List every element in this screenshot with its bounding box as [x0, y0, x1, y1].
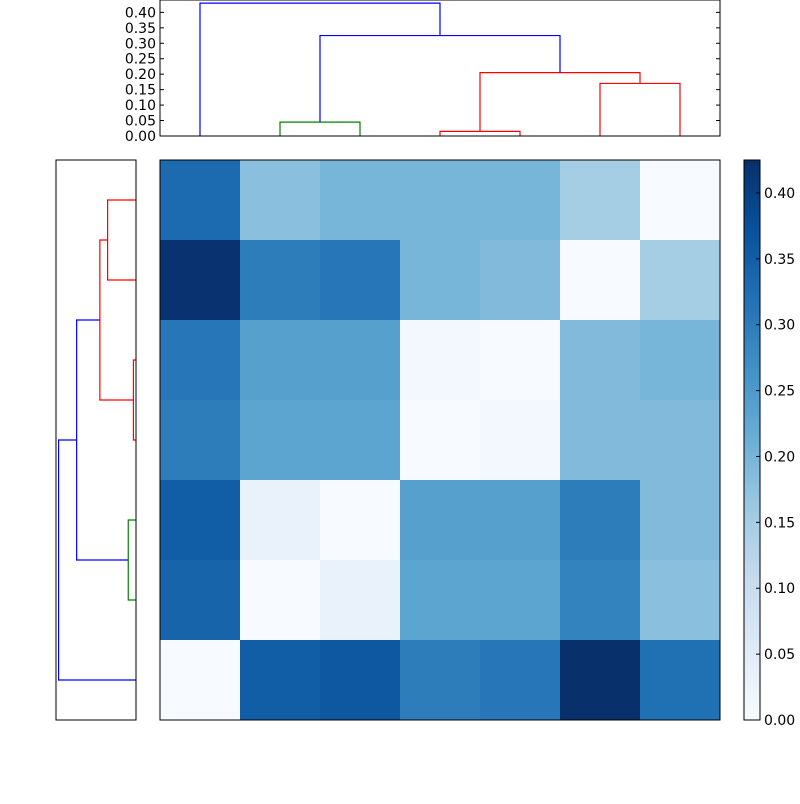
- heatmap-cell: [400, 560, 481, 641]
- top-ytick-label: 0.10: [125, 98, 156, 114]
- top-dendrogram-link: [599, 82, 681, 136]
- heatmap-cell: [160, 400, 241, 481]
- colorbar-tick-label: 0.30: [764, 318, 795, 334]
- left-dendrogram-link: [99, 239, 134, 401]
- colorbar-tick-label: 0.25: [764, 384, 795, 400]
- heatmap-cell: [160, 160, 241, 241]
- top-ytick-label: 0.20: [125, 67, 156, 83]
- top-ytick-label: 0.25: [125, 52, 156, 68]
- left-dendrogram-frame: [55, 159, 137, 721]
- colorbar-tick-label: 0.00: [764, 713, 795, 729]
- heatmap-cell: [480, 240, 561, 321]
- heatmap-cell: [400, 240, 481, 321]
- colorbar-tick-label: 0.35: [764, 252, 795, 268]
- colorbar-tick-label: 0.05: [764, 647, 795, 663]
- heatmap-cell: [160, 320, 241, 401]
- top-dendrogram-frame: [159, 0, 721, 137]
- heatmap-cell: [640, 240, 721, 321]
- heatmap-cell: [240, 320, 321, 401]
- top-dendrogram-link: [479, 72, 641, 132]
- heatmap-cell: [560, 160, 641, 241]
- heatmap-cell: [480, 160, 561, 241]
- top-ytick-label: 0.05: [125, 114, 156, 130]
- heatmap-cell: [240, 560, 321, 641]
- heatmap-cell: [560, 400, 641, 481]
- heatmap-cell: [320, 400, 401, 481]
- heatmap-cell: [640, 560, 721, 641]
- heatmap-cell: [640, 400, 721, 481]
- heatmap-cell: [400, 160, 481, 241]
- top-dendrogram-link: [439, 130, 521, 136]
- heatmap-cell: [640, 320, 721, 401]
- heatmap-cell: [320, 320, 401, 401]
- heatmap-cell: [400, 400, 481, 481]
- heatmap-cell: [320, 240, 401, 321]
- heatmap-cell: [240, 480, 321, 561]
- heatmap-cell: [560, 560, 641, 641]
- left-dendrogram-link: [107, 199, 136, 281]
- left-dendrogram: [57, 199, 136, 681]
- heatmap: [160, 160, 721, 721]
- top-dendrogram-y-axis: 0.000.050.100.150.200.250.300.350.40: [125, 5, 720, 145]
- heatmap-cell: [320, 560, 401, 641]
- heatmap-cell: [400, 640, 481, 721]
- heatmap-cell: [400, 480, 481, 561]
- heatmap-cell: [640, 480, 721, 561]
- heatmap-cell: [240, 400, 321, 481]
- heatmap-cell: [560, 640, 641, 721]
- colorbar-axis: 0.00 0.05 0.10 0.15 0.20 0.25 0.30 0.35 0.40: [756, 186, 795, 729]
- heatmap-cell: [480, 560, 561, 641]
- left-dendrogram-link: [57, 439, 136, 681]
- colorbar-gradient: [744, 160, 760, 720]
- heatmap-cell: [320, 480, 401, 561]
- heatmap-cell: [240, 640, 321, 721]
- heatmap-cell: [160, 560, 241, 641]
- heatmap-cell: [160, 640, 241, 721]
- heatmap-cell: [560, 240, 641, 321]
- heatmap-cell: [160, 240, 241, 321]
- heatmap-cell: [240, 240, 321, 321]
- heatmap-cell: [320, 640, 401, 721]
- heatmap-cell: [240, 160, 321, 241]
- heatmap-cell: [480, 640, 561, 721]
- heatmap-cell: [400, 320, 481, 401]
- top-dendrogram-link: [199, 2, 441, 136]
- colorbar-tick-label: 0.40: [764, 186, 795, 202]
- top-ytick-label: 0.00: [125, 129, 156, 145]
- heatmap-cell: [480, 480, 561, 561]
- left-dendrogram-link: [127, 519, 136, 601]
- top-ytick-label: 0.30: [125, 36, 156, 52]
- colorbar-tick-label: 0.10: [764, 581, 795, 597]
- heatmap-cell: [480, 400, 561, 481]
- top-dendrogram-link: [319, 34, 561, 123]
- heatmap-cell: [320, 160, 401, 241]
- heatmap-cell: [160, 480, 241, 561]
- heatmap-cell: [640, 640, 721, 721]
- top-dendrogram-link: [279, 121, 361, 136]
- heatmap-cell: [640, 160, 721, 241]
- top-ytick-label: 0.35: [125, 21, 156, 37]
- heatmap-frame: [159, 159, 721, 721]
- heatmap-cell: [560, 320, 641, 401]
- colorbar-frame: [743, 159, 761, 721]
- heatmap-cell: [560, 480, 641, 561]
- top-dendrogram: [199, 2, 681, 136]
- heatmap-cell: [480, 320, 561, 401]
- left-dendrogram-link: [76, 319, 129, 561]
- top-ytick-label: 0.15: [125, 83, 156, 99]
- colorbar-tick-label: 0.20: [764, 449, 795, 465]
- colorbar-tick-label: 0.15: [764, 515, 795, 531]
- top-ytick-label: 0.40: [125, 5, 156, 21]
